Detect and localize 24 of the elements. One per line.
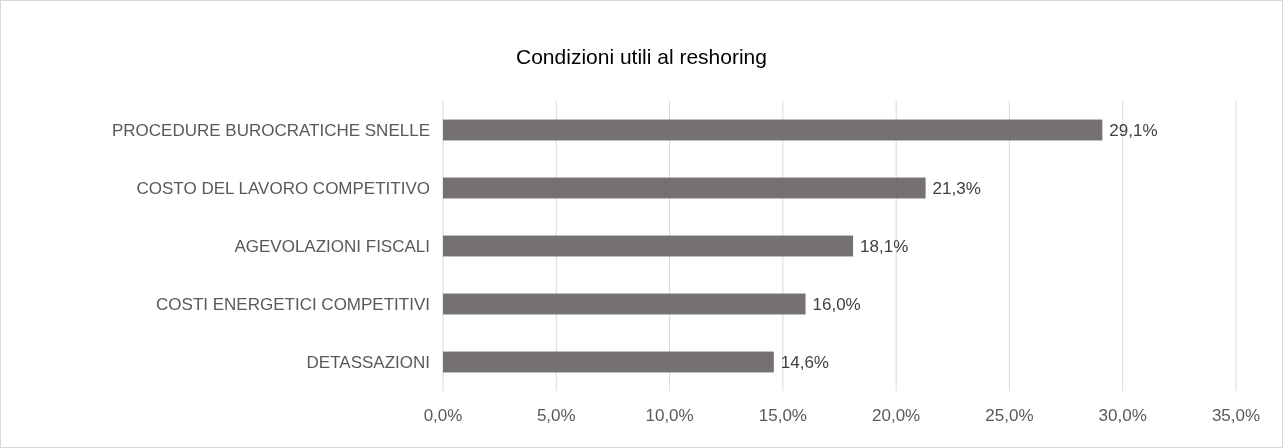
x-tick-label: 10,0% — [645, 406, 694, 425]
x-tick-label: 25,0% — [985, 406, 1034, 425]
data-label: 18,1% — [860, 236, 909, 256]
bar — [443, 177, 926, 199]
x-tick-label: 15,0% — [758, 406, 807, 425]
data-label: 14,6% — [780, 352, 829, 372]
y-tick-label: PROCEDURE BUROCRATICHE SNELLE — [111, 120, 430, 140]
chart-title: Condizioni utili al reshoring — [516, 45, 767, 68]
bar — [443, 293, 806, 315]
data-label: 29,1% — [1109, 120, 1158, 140]
data-label: 16,0% — [812, 294, 861, 314]
x-tick-label: 35,0% — [1211, 406, 1261, 425]
y-tick-label: COSTI ENERGETICI COMPETITIVI — [156, 294, 430, 314]
x-tick-label: 20,0% — [872, 406, 921, 425]
x-tick-label: 5,0% — [536, 406, 576, 425]
y-tick-label: AGEVOLAZIONI FISCALI — [234, 236, 430, 256]
y-tick-label: DETASSAZIONI — [306, 352, 430, 372]
bar — [443, 351, 774, 373]
x-tick-label: 0,0% — [423, 406, 463, 425]
y-tick-label: COSTO DEL LAVORO COMPETITIVO — [136, 178, 430, 198]
bar — [443, 119, 1103, 141]
bar — [443, 235, 854, 257]
x-tick-label: 30,0% — [1098, 406, 1147, 425]
data-label: 21,3% — [932, 178, 981, 198]
